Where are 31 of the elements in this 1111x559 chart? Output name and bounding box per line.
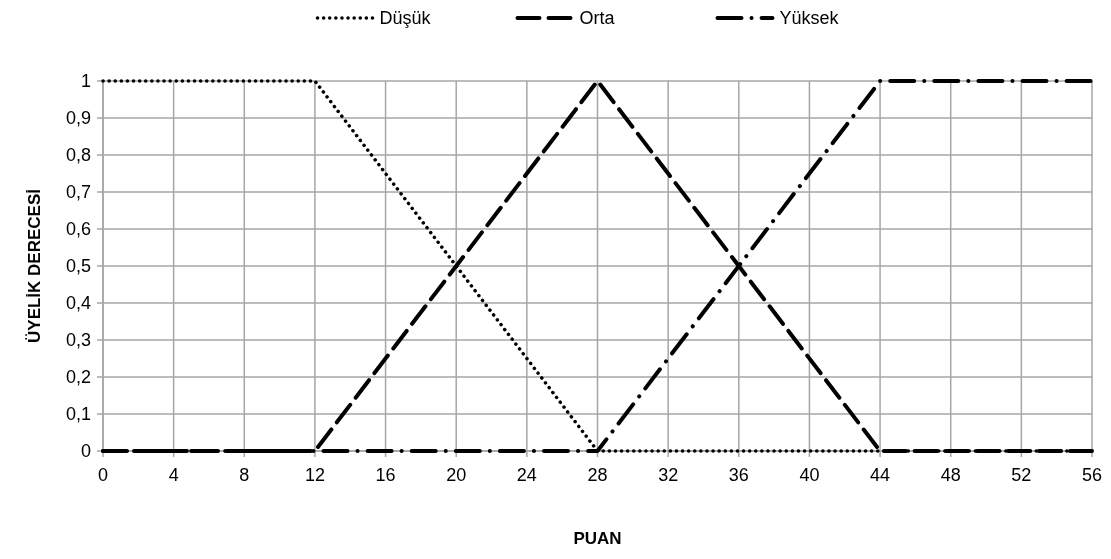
x-tick-label: 48 [940,465,961,485]
x-tick-label: 24 [516,465,537,485]
x-tick-label: 32 [658,465,679,485]
y-tick-label: 0,5 [65,256,91,277]
y-tick-label: 1 [80,71,91,92]
y-tick-label: 0 [80,441,91,462]
legend-label: Düşük [379,8,432,29]
y-tick-label: 0,8 [65,145,91,166]
x-tick-label: 56 [1081,465,1103,485]
y-tick-label: 0,3 [65,330,91,351]
y-tick-label: 0,6 [65,219,91,240]
x-axis-title: PUAN [573,529,622,548]
legend-label: Yüksek [779,8,840,29]
x-tick-label: 36 [728,465,749,485]
x-tick-label: 12 [304,465,325,485]
x-tick-label: 20 [446,465,467,485]
y-tick-label: 0,9 [65,108,91,129]
x-tick-label: 28 [587,465,608,485]
x-tick-label: 40 [799,465,820,485]
y-tick-label: 0,2 [65,367,91,388]
y-tick-label: 0,7 [65,182,91,203]
y-axis-title: ÜYELİK DERECESİ [25,189,44,343]
x-tick-label: 44 [870,465,891,485]
x-tick-label: 0 [97,465,109,485]
x-tick-label: 16 [375,465,396,485]
legend-label: Orta [579,8,616,29]
y-tick-label: 0,4 [65,293,91,314]
x-tick-label: 4 [168,465,179,485]
y-tick-label: 0,1 [65,404,91,425]
x-tick-label: 8 [239,465,250,485]
x-tick-label: 52 [1011,465,1032,485]
